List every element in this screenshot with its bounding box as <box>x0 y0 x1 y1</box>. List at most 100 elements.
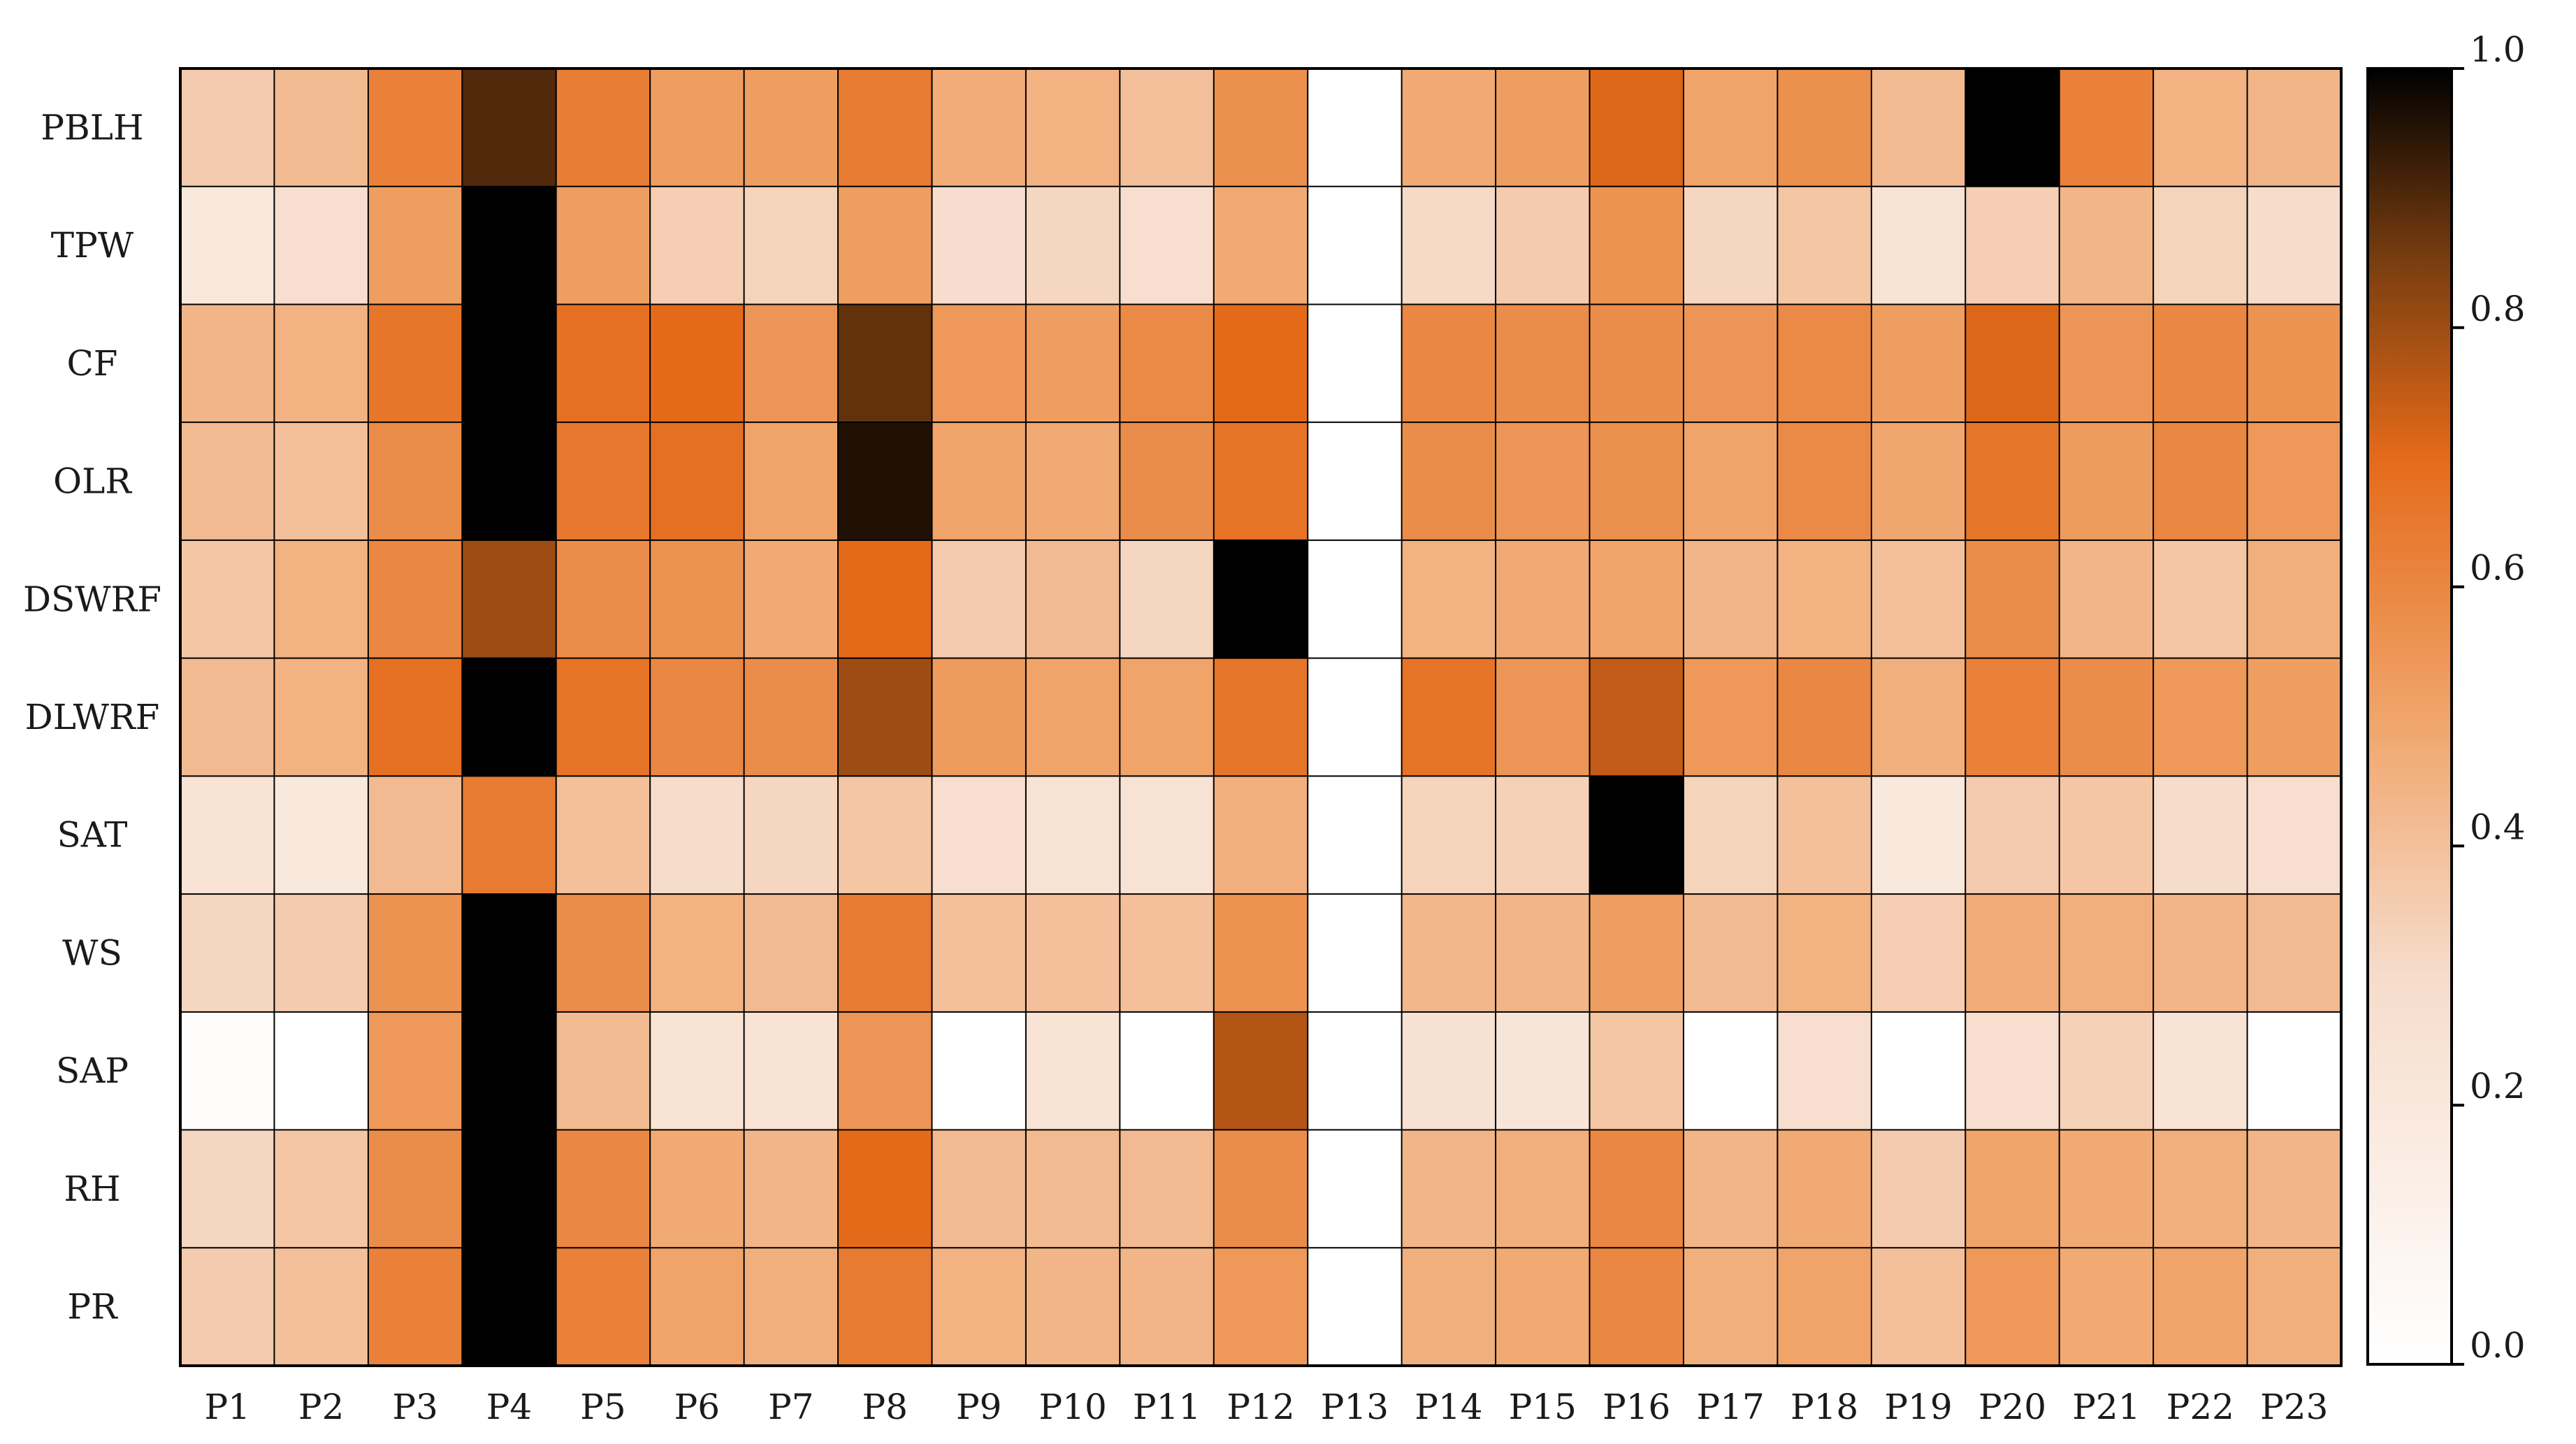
cell-pblh-p23 <box>2247 68 2342 187</box>
column-label: P11 <box>1133 1387 1201 1427</box>
cell-pr-p14 <box>1401 1248 1496 1366</box>
cell-sat-p13 <box>1308 776 1403 895</box>
cell-sap-p18 <box>1777 1011 1872 1131</box>
cell-pr-p5 <box>556 1248 651 1366</box>
cell-dswrf-p5 <box>556 540 651 659</box>
cell-dswrf-p3 <box>368 540 463 659</box>
cell-olr-p3 <box>368 422 463 541</box>
column-label: P13 <box>1321 1387 1389 1427</box>
cell-tpw-p12 <box>1213 186 1308 305</box>
colorbar-tick-label: 0.0 <box>2470 1325 2526 1366</box>
cell-sat-p20 <box>1965 776 2060 895</box>
cell-rh-p1 <box>180 1129 275 1248</box>
column-label: P15 <box>1509 1387 1577 1427</box>
cell-pblh-p10 <box>1025 68 1120 187</box>
cell-cf-p6 <box>650 304 745 423</box>
column-label: P12 <box>1227 1387 1294 1427</box>
cell-tpw-p20 <box>1965 186 2060 305</box>
row-label: DLWRF <box>25 697 160 737</box>
cell-ws-p2 <box>274 894 369 1013</box>
cell-dswrf-p1 <box>180 540 275 659</box>
cell-olr-p5 <box>556 422 651 541</box>
cell-tpw-p11 <box>1120 186 1215 305</box>
cell-pblh-p17 <box>1683 68 1778 187</box>
cell-ws-p23 <box>2247 894 2342 1013</box>
cell-pblh-p22 <box>2153 68 2248 187</box>
colorbar-ticks: 0.0 0.2 0.4 0.6 0.8 1.0 <box>2452 29 2526 1366</box>
cell-pr-p3 <box>368 1248 463 1366</box>
cell-ws-p7 <box>744 894 839 1013</box>
cell-tpw-p5 <box>556 186 651 305</box>
colorbar <box>2366 67 2453 1366</box>
cell-ws-p14 <box>1401 894 1496 1013</box>
cell-dlwrf-p7 <box>744 658 839 777</box>
column-label: P14 <box>1414 1387 1482 1427</box>
cell-sat-p1 <box>180 776 275 895</box>
cell-dlwrf-p14 <box>1401 658 1496 777</box>
colorbar-tick-label: 0.2 <box>2470 1066 2526 1106</box>
cell-pblh-p3 <box>368 68 463 187</box>
heatmap-cells <box>180 68 2342 1366</box>
column-label: P17 <box>1697 1387 1765 1427</box>
cell-dlwrf-p12 <box>1213 658 1308 777</box>
row-label: DSWRF <box>23 579 161 619</box>
cell-ws-p16 <box>1589 894 1684 1013</box>
cell-cf-p22 <box>2153 304 2248 423</box>
column-label: P2 <box>298 1387 344 1427</box>
cell-sat-p3 <box>368 776 463 895</box>
row-label: SAT <box>57 815 128 855</box>
cell-pr-p20 <box>1965 1248 2060 1366</box>
cell-olr-p8 <box>838 422 932 541</box>
cell-dlwrf-p11 <box>1120 658 1215 777</box>
cell-cf-p7 <box>744 304 839 423</box>
column-label: P5 <box>580 1387 625 1427</box>
cell-pblh-p12 <box>1213 68 1308 187</box>
cell-dswrf-p8 <box>838 540 932 659</box>
cell-sap-p16 <box>1589 1011 1684 1131</box>
cell-dswrf-p20 <box>1965 540 2060 659</box>
cell-olr-p1 <box>180 422 275 541</box>
cell-sat-p7 <box>744 776 839 895</box>
cell-olr-p20 <box>1965 422 2060 541</box>
cell-pblh-p9 <box>932 68 1027 187</box>
cell-sat-p2 <box>274 776 369 895</box>
cell-ws-p22 <box>2153 894 2248 1013</box>
cell-sap-p6 <box>650 1011 745 1131</box>
cell-dswrf-p7 <box>744 540 839 659</box>
cell-ws-p19 <box>1871 894 1966 1013</box>
cell-pblh-p4 <box>462 68 557 187</box>
cell-dlwrf-p22 <box>2153 658 2248 777</box>
cell-sap-p22 <box>2153 1011 2248 1131</box>
cell-tpw-p21 <box>2059 186 2154 305</box>
row-labels: PBLH TPW CF OLR DSWRF DLWRF SAT WS SAP RH PR <box>23 107 161 1327</box>
cell-cf-p2 <box>274 304 369 423</box>
cell-ws-p17 <box>1683 894 1778 1013</box>
cell-ws-p5 <box>556 894 651 1013</box>
cell-olr-p23 <box>2247 422 2342 541</box>
cell-olr-p4 <box>462 422 557 541</box>
cell-ws-p10 <box>1025 894 1120 1013</box>
cell-ws-p6 <box>650 894 745 1013</box>
cell-olr-p2 <box>274 422 369 541</box>
cell-sat-p6 <box>650 776 745 895</box>
cell-pblh-p14 <box>1401 68 1496 187</box>
cell-dswrf-p15 <box>1496 540 1591 659</box>
column-label: P8 <box>862 1387 908 1427</box>
colorbar-tick-label: 1.0 <box>2470 29 2526 70</box>
cell-olr-p18 <box>1777 422 1872 541</box>
cell-rh-p20 <box>1965 1129 2060 1248</box>
cell-pblh-p18 <box>1777 68 1872 187</box>
cell-sat-p8 <box>838 776 932 895</box>
cell-olr-p22 <box>2153 422 2248 541</box>
cell-dlwrf-p15 <box>1496 658 1591 777</box>
cell-pr-p23 <box>2247 1248 2342 1366</box>
cell-olr-p13 <box>1308 422 1403 541</box>
cell-ws-p15 <box>1496 894 1591 1013</box>
column-label: P23 <box>2260 1387 2328 1427</box>
cell-rh-p5 <box>556 1129 651 1248</box>
cell-cf-p18 <box>1777 304 1872 423</box>
cell-pr-p1 <box>180 1248 275 1366</box>
cell-pblh-p21 <box>2059 68 2154 187</box>
cell-sat-p10 <box>1025 776 1120 895</box>
cell-dswrf-p12 <box>1213 540 1308 659</box>
